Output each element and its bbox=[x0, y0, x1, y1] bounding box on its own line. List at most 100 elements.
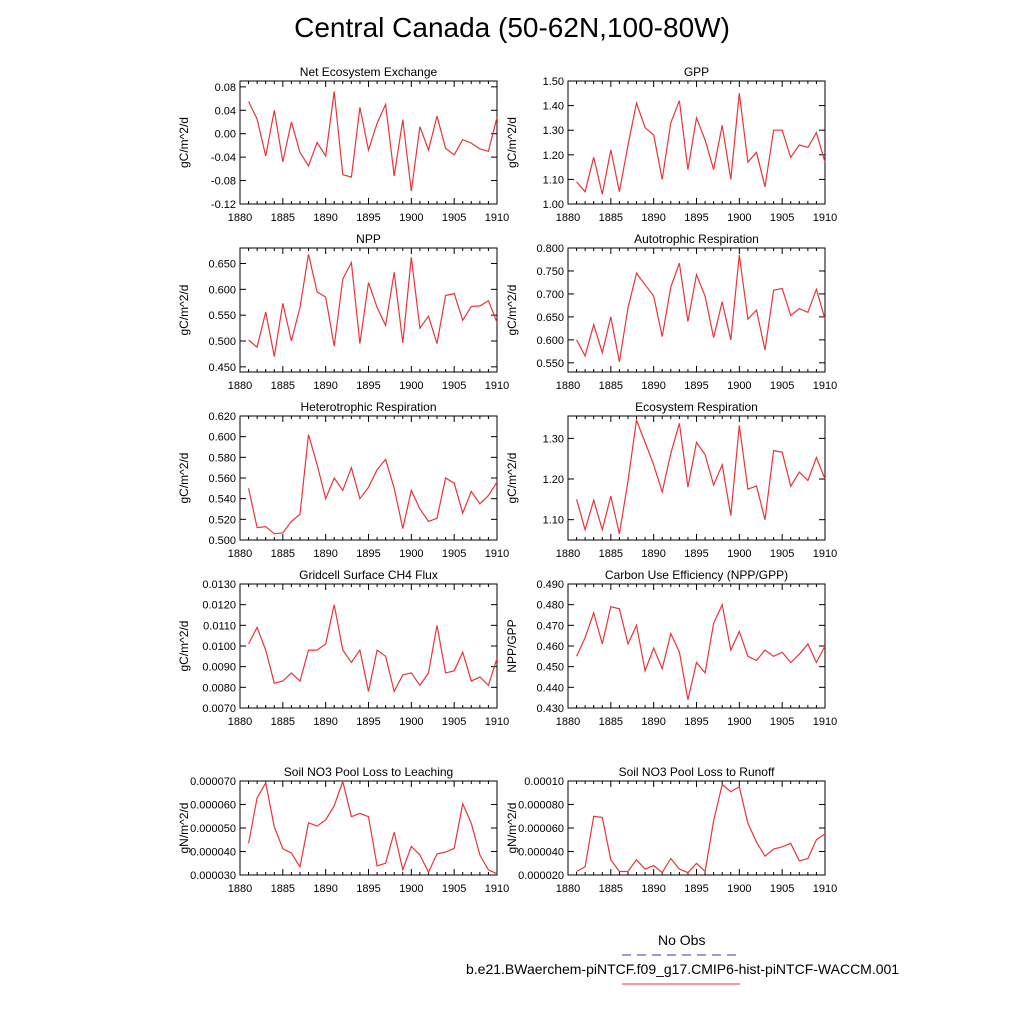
y-tick-label: 0.750 bbox=[536, 266, 564, 278]
y-axis-label: gC/m^2/d bbox=[505, 117, 519, 168]
y-axis-label: NPP/GPP bbox=[505, 619, 519, 672]
x-tick-label: 1905 bbox=[442, 883, 466, 895]
panel-3: Autotrophic Respiration gC/m^2/d 1880 1885 1… bbox=[505, 232, 837, 392]
y-tick-label: 0.650 bbox=[208, 259, 236, 271]
y-tick-label: 0.600 bbox=[208, 432, 236, 444]
y-tick-label: 0.460 bbox=[536, 641, 564, 653]
y-tick-label: 1.30 bbox=[543, 433, 564, 445]
y-tick-label: 0.600 bbox=[208, 284, 236, 296]
x-tick-label: 1890 bbox=[313, 716, 337, 728]
x-tick-label: 1900 bbox=[727, 212, 751, 224]
x-tick-label: 1900 bbox=[727, 548, 751, 560]
x-tick-label: 1895 bbox=[356, 380, 380, 392]
y-tick-label: -0.04 bbox=[211, 152, 236, 164]
x-tick-label: 1880 bbox=[556, 883, 580, 895]
x-tick-label: 1910 bbox=[813, 883, 837, 895]
x-tick-label: 1910 bbox=[813, 380, 837, 392]
y-tick-label: 1.20 bbox=[543, 150, 564, 162]
plot-frame bbox=[239, 415, 498, 541]
x-tick-label: 1905 bbox=[442, 548, 466, 560]
x-tick-label: 1885 bbox=[271, 548, 295, 560]
series-line bbox=[576, 783, 826, 874]
x-tick-label: 1885 bbox=[599, 212, 623, 224]
x-tick-label: 1890 bbox=[641, 548, 665, 560]
x-tick-label: 1890 bbox=[313, 380, 337, 392]
y-tick-label: 0.000060 bbox=[518, 823, 564, 835]
y-tick-label: 0.650 bbox=[536, 312, 564, 324]
y-tick-label: 0.0090 bbox=[202, 662, 236, 674]
x-tick-label: 1910 bbox=[485, 548, 509, 560]
y-tick-label: 0.00010 bbox=[524, 776, 564, 788]
series-line bbox=[576, 602, 826, 700]
y-tick-label: 0.0120 bbox=[202, 600, 236, 612]
y-tick-label: 0.500 bbox=[208, 336, 236, 348]
x-tick-label: 1880 bbox=[228, 716, 252, 728]
series-line bbox=[576, 417, 826, 535]
x-tick-label: 1895 bbox=[684, 883, 708, 895]
y-tick-label: 0.580 bbox=[208, 452, 236, 464]
x-tick-label: 1885 bbox=[271, 380, 295, 392]
x-tick-label: 1895 bbox=[684, 548, 708, 560]
y-tick-label: 0.550 bbox=[536, 358, 564, 370]
x-tick-label: 1910 bbox=[485, 380, 509, 392]
y-tick-label: 0.0110 bbox=[203, 620, 236, 632]
series-line bbox=[576, 93, 826, 195]
y-tick-label: -0.08 bbox=[211, 176, 236, 188]
y-axis-label: gC/m^2/d bbox=[505, 453, 519, 504]
x-tick-label: 1900 bbox=[727, 883, 751, 895]
x-tick-label: 1900 bbox=[399, 548, 423, 560]
y-tick-label: 0.08 bbox=[215, 82, 236, 94]
x-tick-label: 1880 bbox=[556, 212, 580, 224]
y-tick-label: 1.40 bbox=[543, 101, 564, 113]
x-tick-label: 1910 bbox=[813, 212, 837, 224]
x-tick-label: 1880 bbox=[228, 548, 252, 560]
panel-5: Ecosystem Respiration gC/m^2/d 1880 1885 189… bbox=[505, 400, 837, 560]
y-tick-label: 0.000060 bbox=[190, 800, 236, 812]
y-tick-label: 1.00 bbox=[543, 199, 564, 211]
y-tick-label: 1.20 bbox=[543, 474, 564, 486]
x-tick-label: 1880 bbox=[228, 883, 252, 895]
y-tick-label: 0.480 bbox=[536, 600, 564, 612]
panel-title: Soil NO3 Pool Loss to Runoff bbox=[619, 765, 776, 779]
y-tick-label: 0.000050 bbox=[190, 823, 236, 835]
x-tick-label: 1910 bbox=[485, 212, 509, 224]
y-tick-label: 1.30 bbox=[543, 125, 564, 137]
y-tick-label: 0.620 bbox=[208, 411, 236, 423]
y-tick-label: -0.12 bbox=[211, 199, 236, 211]
x-tick-label: 1890 bbox=[641, 212, 665, 224]
x-tick-label: 1885 bbox=[271, 883, 295, 895]
y-tick-label: 0.800 bbox=[536, 243, 564, 255]
y-axis-label: gC/m^2/d bbox=[177, 453, 191, 504]
y-tick-label: 0.000030 bbox=[190, 870, 236, 882]
x-tick-label: 1895 bbox=[356, 883, 380, 895]
y-tick-label: 0.000070 bbox=[190, 776, 236, 788]
panel-9: Soil NO3 Pool Loss to Runoff gN/m^2/d 1880… bbox=[505, 765, 837, 895]
y-tick-label: 0.00 bbox=[215, 129, 236, 141]
panel-title: GPP bbox=[684, 65, 709, 79]
x-tick-label: 1890 bbox=[313, 548, 337, 560]
y-tick-label: 0.450 bbox=[536, 662, 564, 674]
x-tick-label: 1885 bbox=[271, 716, 295, 728]
x-tick-label: 1890 bbox=[641, 883, 665, 895]
panel-8: Soil NO3 Pool Loss to Leaching gN/m^2/d 18… bbox=[177, 765, 509, 895]
panel-title: Net Ecosystem Exchange bbox=[300, 65, 438, 79]
x-tick-label: 1900 bbox=[727, 716, 751, 728]
x-tick-label: 1895 bbox=[684, 716, 708, 728]
y-tick-label: 0.450 bbox=[208, 362, 236, 374]
x-tick-label: 1910 bbox=[813, 716, 837, 728]
x-tick-label: 1900 bbox=[399, 380, 423, 392]
legend-obs-label: No Obs bbox=[658, 932, 706, 948]
y-axis-label: gC/m^2/d bbox=[177, 285, 191, 336]
y-axis-label: gC/m^2/d bbox=[177, 621, 191, 672]
panel-title: Soil NO3 Pool Loss to Leaching bbox=[284, 765, 453, 779]
panel-title: Ecosystem Respiration bbox=[635, 400, 758, 414]
plot-frame bbox=[239, 80, 498, 205]
y-axis-label: gC/m^2/d bbox=[505, 285, 519, 336]
x-tick-label: 1900 bbox=[399, 883, 423, 895]
x-tick-label: 1905 bbox=[770, 716, 794, 728]
x-tick-label: 1895 bbox=[684, 212, 708, 224]
y-tick-label: 1.10 bbox=[543, 174, 564, 186]
y-tick-label: 0.700 bbox=[536, 289, 564, 301]
y-tick-label: 0.000020 bbox=[518, 870, 564, 882]
panel-4: Heterotrophic Respiration gC/m^2/d 1880 188… bbox=[177, 400, 509, 560]
